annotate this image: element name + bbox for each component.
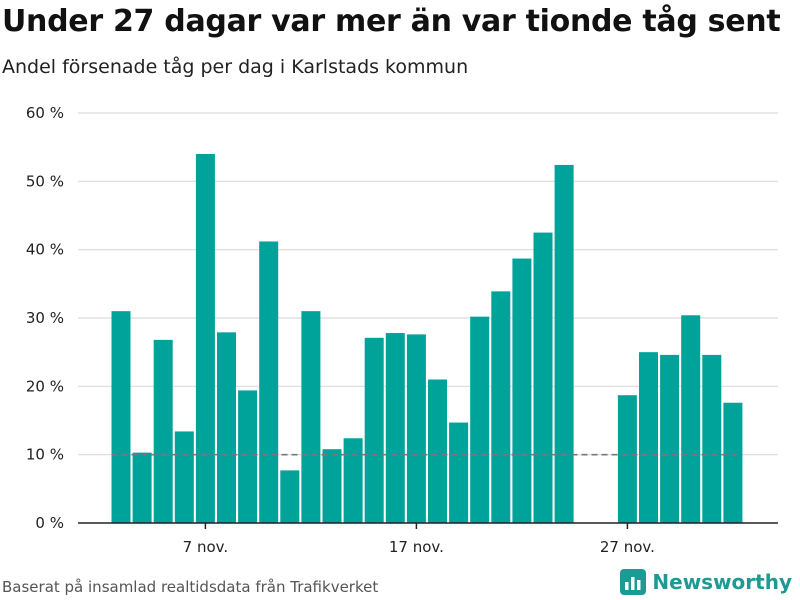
- bar-2019-11-12[interactable]: [301, 311, 321, 523]
- bar-2019-11-20[interactable]: [470, 316, 490, 523]
- bar-2019-11-23[interactable]: [533, 232, 553, 524]
- bar-2019-11-15[interactable]: [364, 337, 384, 523]
- bar-2019-11-09[interactable]: [238, 390, 258, 523]
- y-tick-label: 30 %: [26, 309, 64, 327]
- bar-2019-11-05[interactable]: [153, 339, 173, 523]
- bar-2019-11-04[interactable]: [132, 452, 152, 523]
- bar-2019-12-01[interactable]: [702, 354, 722, 523]
- bar-2019-11-11[interactable]: [280, 470, 300, 523]
- bar-2019-11-28[interactable]: [639, 352, 658, 523]
- bar-2019-11-27[interactable]: [617, 395, 637, 523]
- bar-2019-11-03[interactable]: [111, 311, 131, 523]
- bar-2019-11-07[interactable]: [195, 154, 215, 523]
- x-tick-label: 17 nov.: [389, 538, 444, 556]
- chart-title: Under 27 dagar var mer än var tionde tåg…: [2, 4, 781, 39]
- x-tick-label: 27 nov.: [600, 538, 655, 556]
- bar-2019-11-21[interactable]: [491, 291, 511, 523]
- y-tick-label: 10 %: [26, 446, 64, 464]
- bar-2019-11-22[interactable]: [512, 258, 532, 523]
- y-tick-label: 0 %: [35, 514, 64, 532]
- bar-2019-11-30[interactable]: [681, 315, 701, 523]
- bars: [111, 154, 743, 524]
- bar-2019-11-29[interactable]: [660, 354, 680, 523]
- chart-subtitle: Andel försenade tåg per dag i Karlstads …: [2, 56, 469, 78]
- source-note: Baserat på insamlad realtidsdata från Tr…: [2, 578, 379, 596]
- bar-chart-icon: [620, 569, 647, 595]
- bar-2019-11-16[interactable]: [385, 333, 405, 523]
- bar-2019-11-13[interactable]: [322, 449, 342, 523]
- bar-2019-11-10[interactable]: [259, 241, 279, 523]
- bar-2019-11-19[interactable]: [449, 422, 469, 523]
- bar-2019-11-14[interactable]: [343, 438, 363, 523]
- bar-2019-11-06[interactable]: [174, 431, 194, 523]
- y-tick-label: 50 %: [26, 172, 64, 190]
- y-tick-label: 40 %: [26, 241, 64, 259]
- brand-logo[interactable]: Newsworthy: [620, 569, 792, 595]
- axes: 0 % 10 % 20 % 30 % 40 % 50 % 60 % 7 nov. 17 nov.…: [26, 104, 778, 556]
- y-tick-label: 20 %: [26, 377, 64, 395]
- bar-2019-11-17[interactable]: [406, 334, 426, 523]
- brand-name: Newsworthy: [652, 570, 792, 594]
- bar-2019-11-24[interactable]: [554, 164, 574, 523]
- y-tick-label: 60 %: [26, 104, 64, 122]
- bar-2019-11-08[interactable]: [217, 332, 236, 523]
- bar-2019-11-18[interactable]: [428, 379, 447, 524]
- bar-2019-12-02[interactable]: [723, 402, 743, 523]
- x-tick-label: 7 nov.: [183, 538, 228, 556]
